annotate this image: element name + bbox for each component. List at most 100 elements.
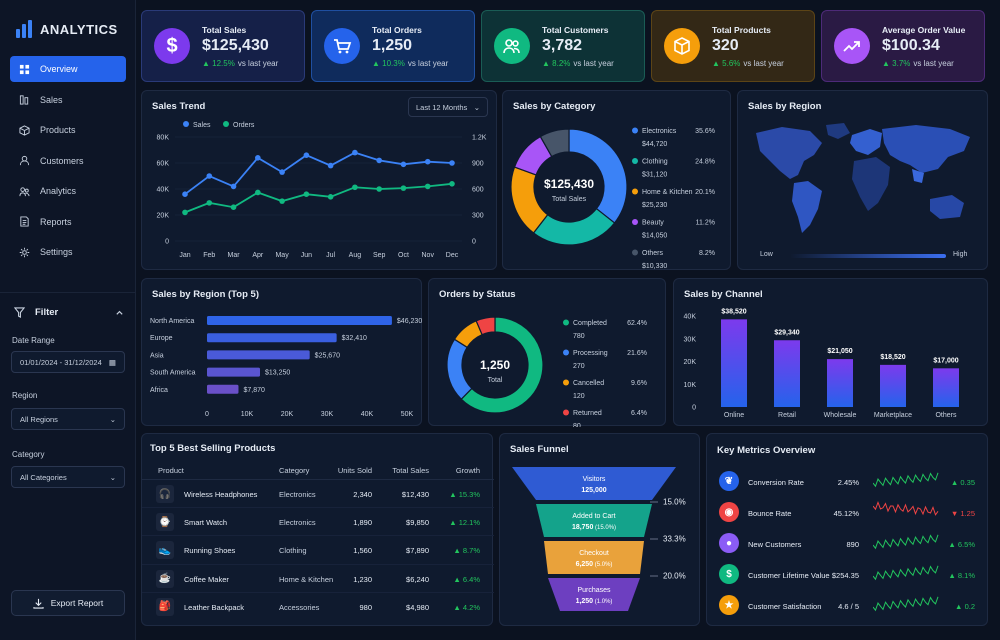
table-row[interactable]: 🎒 Leather Backpack Accessories 980 $4,980 ▲ 4… (142, 593, 494, 621)
table-row[interactable]: 👟 Running Shoes Clothing 1,560 $7,890 ▲ 8.7% (142, 536, 494, 565)
sidebar-item-settings[interactable]: Settings (10, 239, 126, 265)
filter-icon (14, 307, 25, 318)
change-value: 6.5% (957, 540, 975, 549)
y-left-tick: 20K (157, 213, 170, 220)
sidebar-item-customers[interactable]: Customers (10, 148, 126, 174)
sidebar-item-reports[interactable]: Reports (10, 209, 126, 235)
sales-trend-panel: Sales Trend Last 12 Months ⌄ Sales Orders 0… (141, 90, 497, 270)
chevron-up-icon (116, 310, 123, 315)
data-point-sales (449, 160, 455, 166)
x-tick: 20K (281, 411, 294, 418)
region-label: Region (12, 391, 38, 400)
period-select[interactable]: Last 12 Months ⌄ (408, 97, 488, 117)
data-point-orders (255, 189, 261, 196)
product-name: Smart Watch (184, 518, 228, 528)
sidebar-item-label: Products (40, 125, 76, 135)
arrow-up-icon: ▲ (453, 602, 463, 612)
legend-percent: 20.1% (695, 189, 715, 196)
table-row[interactable]: ☕ Coffee Maker Home & Kitchen 1,230 $6,240 ▲ … (142, 565, 494, 593)
export-report-button[interactable]: Export Report (11, 590, 125, 616)
trend-icon (834, 28, 870, 64)
metric-row-new-customers[interactable]: ● New Customers 890 ▲ 6.5% (707, 528, 989, 559)
dollar-icon: $ (719, 564, 739, 584)
x-tick: Mar (228, 252, 241, 259)
legend-label-sales: Sales (193, 122, 211, 129)
change-value: 0.2 (964, 602, 975, 611)
sales-funnel-panel: Sales Funnel Visitors 125,000 15.0% Added t… (499, 433, 700, 626)
product-sales: $9,850 (406, 518, 429, 528)
coffee-icon: ☕ (156, 569, 174, 588)
x-tick: Jan (179, 252, 190, 259)
y-tick: 0 (692, 405, 696, 412)
channel-bar (774, 340, 800, 407)
legend-label: Others (642, 250, 664, 257)
change-suffix: vs last year (913, 58, 954, 68)
star-icon: ★ (719, 595, 739, 615)
sidebar-item-overview[interactable]: Overview (10, 56, 126, 82)
change-suffix: vs last year (407, 58, 449, 68)
sidebar-item-label: Settings (40, 247, 73, 257)
report-icon (18, 216, 30, 228)
legend-percent: 62.4% (627, 320, 647, 327)
status-slice (475, 316, 496, 336)
data-point-orders (279, 198, 285, 204)
filter-header[interactable]: Filter (14, 307, 124, 318)
filter-title: Filter (35, 307, 59, 318)
sidebar-item-products[interactable]: Products (10, 117, 126, 143)
legend-label: Completed (573, 320, 607, 327)
data-point-sales (279, 169, 285, 175)
legend-label: Returned (573, 410, 602, 417)
metric-row-conversion-rate[interactable]: ❦ Conversion Rate 2.45% ▲ 0.35 (707, 466, 989, 497)
sales-trend-chart: Sales Orders 0 0 20K 300 40K 600 60K 900 80K 1.2K Ja… (157, 121, 487, 259)
x-tick: 10K (241, 411, 254, 418)
legend-dot (632, 188, 638, 195)
dollar-icon: $ (154, 28, 190, 64)
metric-value: 45.12% (833, 509, 859, 518)
app-logo[interactable]: ANALYTICS (16, 20, 118, 38)
region-bar (207, 367, 260, 377)
x-tick: Dec (446, 252, 459, 259)
channel-bar (721, 319, 747, 407)
metric-change: ▲ 8.1% (948, 571, 975, 580)
series-line-sales (184, 151, 453, 195)
region-bar (207, 384, 239, 394)
category-center-value: $125,430 (544, 177, 594, 191)
funnel-stage-name: Visitors (583, 476, 606, 483)
legend-percent: 24.8% (695, 159, 715, 166)
sidebar-item-analytics[interactable]: Analytics (10, 178, 126, 204)
change-value: 5.6% (722, 58, 741, 68)
product-sales: $12,430 (401, 490, 429, 499)
arrow-up-icon: ▲ (449, 518, 459, 528)
kpi-card-total-sales: $ Total Sales $125,430 ▲ 12.5% vs last year (141, 10, 305, 82)
table-row[interactable]: ⌚ Smart Watch Electronics 1,890 $9,850 ▲ 12.1… (142, 508, 494, 537)
category-select[interactable]: All Categories ⌄ (11, 466, 125, 488)
metric-row-bounce-rate[interactable]: ◉ Bounce Rate 45.12% ▼ 1.25 (707, 497, 989, 528)
arrow-up-icon: ▲ (453, 574, 463, 584)
sidebar-item-sales[interactable]: Sales (10, 87, 126, 113)
region-value-label: $25,670 (315, 352, 340, 359)
world-map[interactable] (744, 121, 984, 243)
region-bar-chart: North America $46,230 Europe $32,410 Asia $25… (150, 316, 422, 418)
kpi-title: Total Sales (202, 24, 247, 35)
table-row[interactable]: 🎧 Wireless Headphones Electronics 2,340 $12,… (142, 480, 494, 509)
date-range-input[interactable]: 01/01/2024 - 31/12/2024 ▦ (11, 351, 125, 373)
arrow-up-icon: ▲ (712, 58, 723, 68)
category-title: Sales by Category (513, 101, 596, 112)
metric-row-customer-lifetime-value[interactable]: $ Customer Lifetime Value $254.35 ▲ 8.1% (707, 559, 989, 590)
sidebar-item-label: Analytics (40, 186, 77, 196)
y-left-tick: 0 (165, 239, 169, 246)
metric-change: ▼ 1.25 (951, 509, 975, 518)
column-header: Total Sales (392, 466, 429, 475)
y-right-tick: 900 (472, 161, 484, 168)
category-slice (568, 128, 628, 224)
download-icon (33, 598, 44, 609)
category-value: All Categories (20, 472, 67, 482)
x-tick: Jul (326, 252, 335, 259)
region-select[interactable]: All Regions ⌄ (11, 408, 125, 430)
metric-change: ▲ 0.35 (951, 478, 975, 487)
app-title: ANALYTICS (40, 21, 118, 37)
region-value: All Regions (20, 414, 58, 424)
metric-value: 2.45% (837, 478, 859, 487)
metric-row-customer-satisfaction[interactable]: ★ Customer Satisfaction 4.6 / 5 ▲ 0.2 (707, 590, 989, 621)
change-value: 1.25 (960, 509, 975, 518)
